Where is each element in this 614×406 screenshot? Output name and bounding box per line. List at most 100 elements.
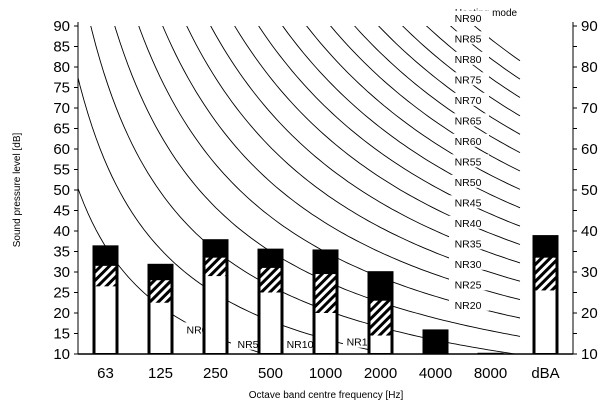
- y-tick-label-left: 30: [53, 264, 70, 281]
- nr-label-bg: [449, 236, 489, 250]
- nr-curve-label: NR55: [455, 156, 482, 168]
- y-tick-label-right: 30: [581, 264, 598, 281]
- y-tick-label-left: 65: [53, 121, 70, 138]
- x-tick-label: 500: [258, 365, 283, 382]
- nr-label-bg: [449, 72, 489, 86]
- y-tick-label-left: 20: [53, 305, 70, 322]
- nr-label-bg: [449, 256, 489, 270]
- x-tick-label: 250: [203, 365, 228, 382]
- nr-curve: [78, 75, 393, 354]
- bars: [92, 235, 559, 354]
- nr-curve: [330, 26, 521, 172]
- y-tick-label-left: 55: [53, 162, 70, 179]
- y-tick-label-left: 60: [53, 141, 70, 158]
- nr-label-bg: [449, 31, 489, 45]
- nr-label-bg: [449, 92, 489, 106]
- nr-curve-label: NR80: [455, 54, 482, 66]
- x-tick-label: 125: [148, 365, 173, 382]
- nr-curve: [306, 26, 521, 190]
- nr-curve-labels: NR20 NR25 NR30 NR35 NR40 NR45 NR50 NR55 NR60 NR65…: [180, 10, 489, 351]
- nr-curve-label: NR90: [455, 13, 482, 25]
- y-tick-label-left: 45: [53, 203, 70, 220]
- nr-curve-label: NR10: [287, 339, 314, 351]
- nr-curve: [186, 26, 521, 282]
- x-tick-label: 2000: [364, 365, 397, 382]
- nr-curve-label: NR50: [455, 177, 482, 189]
- bar-white-segment: [315, 313, 336, 353]
- nr-curve: [258, 26, 521, 227]
- nr-curve: [354, 26, 521, 153]
- nr-curve-label: NR85: [455, 33, 482, 45]
- bar-white-segment: [535, 290, 556, 353]
- nr-curve-label: NR25: [455, 279, 482, 291]
- y-tick-label-left: 75: [53, 80, 70, 97]
- nr-label-bg: [449, 154, 489, 168]
- bar-white-segment: [370, 335, 391, 353]
- y-tick-label-left: 25: [53, 285, 70, 302]
- y-tick-label-left: 15: [53, 326, 70, 343]
- y-tick-label-left: 10: [53, 346, 70, 363]
- nr-curve: [138, 26, 521, 319]
- nr-curve: [234, 26, 521, 245]
- y-tick-label-right: 10: [581, 346, 598, 363]
- nr-curve: [114, 26, 521, 337]
- bar-white-segment: [95, 286, 116, 353]
- nr-curve-label: NR60: [455, 136, 482, 148]
- y-tick-label-right: 50: [581, 182, 598, 199]
- bar-total: [422, 329, 449, 354]
- y-tick-label-left: 50: [53, 182, 70, 199]
- nr-label-bg: [449, 174, 489, 188]
- nr-curve-label: NR15: [347, 337, 374, 349]
- y-axis-label: Sound pressure level [dB]: [12, 133, 23, 248]
- nr-curve-label: NR70: [455, 95, 482, 107]
- nr-curve-label: NR65: [455, 115, 482, 127]
- nr-curve-label: NR0: [186, 324, 207, 336]
- nr-curve: [378, 26, 521, 135]
- x-tick-label: dBA: [531, 365, 559, 382]
- nr-curve-label: NR40: [455, 218, 482, 230]
- nr-curve: [402, 26, 521, 117]
- nr-curve-label: NR5: [237, 339, 258, 351]
- bar-white-segment: [150, 302, 171, 353]
- nr-label-bg: [449, 297, 489, 311]
- nr-curve-label: NR30: [455, 259, 482, 271]
- y-tick-label-left: 90: [53, 18, 70, 35]
- x-tick-label: 63: [97, 365, 114, 382]
- nr-label-bg: [449, 113, 489, 127]
- nr-label-bg: [449, 215, 489, 229]
- nr-curve-label: NR45: [455, 197, 482, 209]
- y-tick-label-right: 90: [581, 18, 598, 35]
- nr-curve: [425, 26, 521, 98]
- y-tick-label-right: 60: [581, 141, 598, 158]
- y-tick-label-right: 20: [581, 305, 598, 322]
- y-tick-label-left: 80: [53, 59, 70, 76]
- nr-label-bg: [231, 336, 265, 350]
- x-tick-label: 8000: [474, 365, 507, 382]
- x-axis-label: Octave band centre frequency [Hz]: [249, 390, 404, 401]
- x-tick-label: 1000: [309, 365, 342, 382]
- nr-curve-label: NR35: [455, 238, 482, 250]
- bar-white-segment: [205, 276, 226, 353]
- nr-curve: [78, 187, 267, 354]
- y-tick-label-right: 80: [581, 59, 598, 76]
- nr-label-bg: [283, 336, 317, 350]
- nr-curve-label: NR75: [455, 74, 482, 86]
- nr-label-bg: [449, 51, 489, 65]
- nr-curve: [210, 26, 521, 264]
- axes: 10 10 15 20 20 25 30 30 35 40 40 45 50 50 55 60 60 65 70 70…: [53, 18, 597, 382]
- nr-label-bg: [449, 277, 489, 291]
- nr-curve: [473, 26, 521, 62]
- nr-label-bg: [449, 195, 489, 209]
- nr-curve: [282, 26, 521, 209]
- y-tick-label-right: 40: [581, 223, 598, 240]
- y-tick-label-left: 40: [53, 223, 70, 240]
- nr-label-bg: [449, 133, 489, 147]
- y-tick-label-right: 70: [581, 100, 598, 117]
- bar-white-segment: [260, 292, 281, 353]
- nr-curve-label: NR20: [455, 300, 482, 312]
- x-tick-label: 4000: [419, 365, 452, 382]
- nr-label-bg: [449, 10, 489, 24]
- y-tick-label-left: 70: [53, 100, 70, 117]
- nr-curve: [162, 26, 521, 301]
